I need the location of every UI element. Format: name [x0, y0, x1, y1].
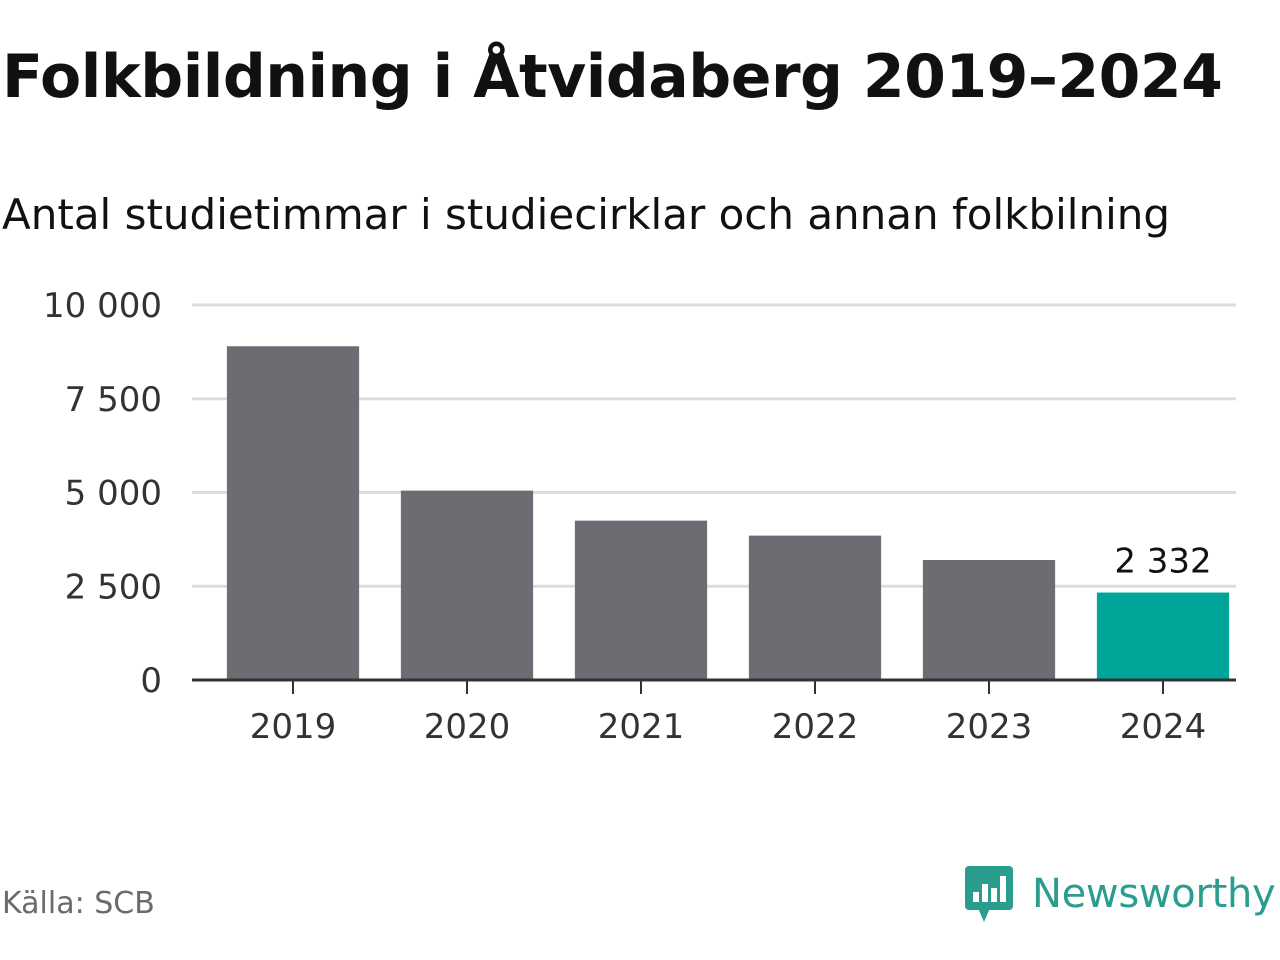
chart-title: Folkbildning i Åtvidaberg 2019–2024 [2, 42, 1223, 112]
x-tick-label: 2021 [598, 707, 685, 747]
data-labels: 2 332 [1114, 542, 1211, 582]
y-tick-label: 0 [140, 661, 162, 701]
bar-2019 [226, 346, 360, 680]
y-tick-label: 7 500 [65, 380, 162, 420]
chart-subtitle: Antal studietimmar i studiecirklar och a… [2, 190, 1171, 239]
x-tick-label: 2019 [250, 707, 337, 747]
bar-2023 [922, 560, 1056, 680]
data-label: 2 332 [1114, 542, 1211, 582]
bar-2024 [1096, 592, 1230, 680]
bar-2021 [574, 520, 708, 680]
y-tick-label: 2 500 [65, 567, 162, 607]
source-note: Källa: SCB [2, 886, 155, 921]
x-axis-ticks: 2019 2020 2021 2022 2023 2024 [250, 680, 1207, 747]
x-tick-label: 2020 [424, 707, 511, 747]
bars [226, 346, 1230, 680]
x-tick-label: 2024 [1120, 707, 1207, 747]
bar-2022 [748, 535, 882, 680]
grid-lines [192, 303, 1236, 588]
bar-2020 [400, 490, 534, 680]
x-tick-label: 2022 [772, 707, 859, 747]
y-tick-label: 5 000 [65, 474, 162, 514]
y-tick-label: 10 000 [43, 286, 162, 326]
brand: Newsworthy [964, 864, 1276, 924]
y-axis-ticks: 0 2 500 5 000 7 500 10 000 [43, 286, 162, 701]
x-tick-label: 2023 [946, 707, 1033, 747]
newsworthy-logo-icon [965, 866, 1013, 922]
brand-name: Newsworthy [1032, 871, 1276, 917]
